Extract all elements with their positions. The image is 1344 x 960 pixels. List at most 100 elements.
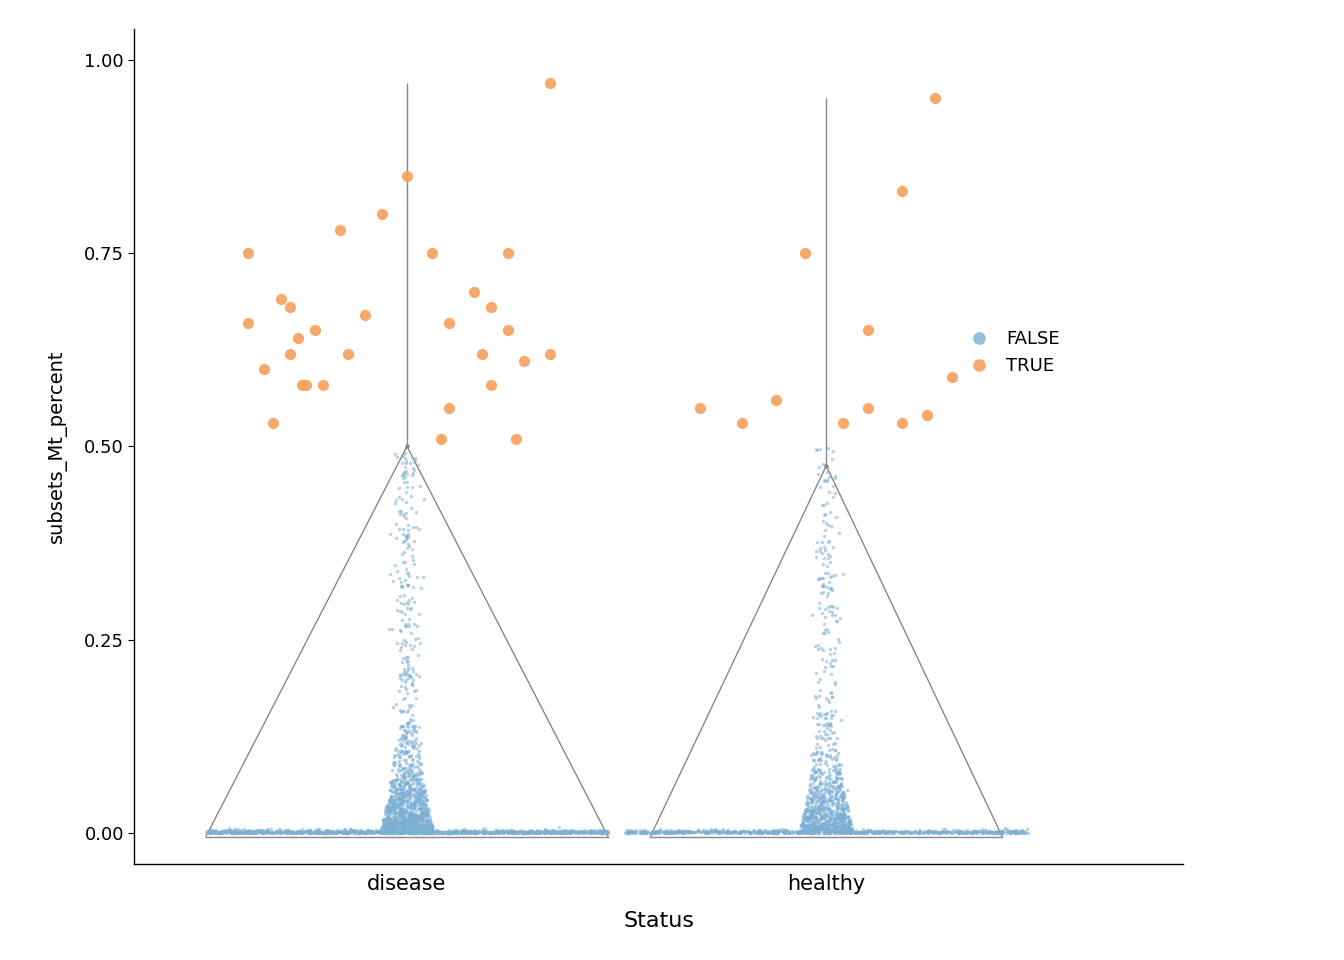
- Point: [392, 786, 414, 802]
- Point: [624, 825, 645, 840]
- Point: [383, 757, 405, 773]
- Point: [984, 825, 1005, 840]
- Point: [383, 818, 405, 833]
- Point: [808, 641, 829, 657]
- Point: [796, 809, 817, 825]
- Point: [825, 510, 847, 525]
- Point: [569, 824, 590, 839]
- Point: [239, 824, 261, 839]
- Point: [821, 807, 843, 823]
- Point: [495, 825, 516, 840]
- Point: [831, 793, 852, 808]
- Point: [1004, 824, 1025, 839]
- Point: [1001, 824, 1023, 839]
- Point: [396, 594, 418, 610]
- Point: [401, 625, 422, 640]
- Point: [948, 824, 969, 839]
- Point: [399, 782, 421, 798]
- Point: [398, 808, 419, 824]
- Point: [814, 755, 836, 770]
- Point: [504, 824, 526, 839]
- Point: [401, 825, 422, 840]
- Point: [391, 823, 413, 838]
- Point: [836, 822, 857, 837]
- Point: [415, 792, 437, 807]
- Point: [789, 825, 810, 840]
- Point: [220, 824, 242, 839]
- Point: [392, 793, 414, 808]
- Point: [222, 825, 243, 840]
- Point: [206, 822, 227, 837]
- Point: [808, 818, 829, 833]
- Point: [410, 778, 431, 793]
- Point: [398, 825, 419, 840]
- Point: [228, 826, 250, 841]
- Point: [820, 788, 841, 804]
- Point: [809, 776, 831, 791]
- Point: [774, 825, 796, 840]
- Point: [816, 824, 837, 839]
- Point: [855, 825, 876, 840]
- Point: [792, 823, 813, 838]
- Point: [395, 756, 417, 771]
- Point: [801, 823, 823, 838]
- Point: [813, 529, 835, 544]
- Point: [395, 804, 417, 820]
- Point: [804, 822, 825, 837]
- Point: [622, 825, 644, 840]
- Point: [511, 825, 532, 840]
- Point: [656, 822, 677, 837]
- Point: [665, 825, 687, 840]
- Point: [806, 815, 828, 830]
- Point: [491, 825, 512, 840]
- Point: [730, 825, 751, 840]
- Point: [398, 597, 419, 612]
- Point: [394, 459, 415, 474]
- Point: [492, 825, 513, 840]
- Point: [966, 826, 988, 841]
- Point: [771, 825, 793, 840]
- Point: [409, 799, 430, 814]
- Point: [362, 824, 383, 839]
- Point: [387, 799, 409, 814]
- Point: [808, 818, 829, 833]
- Point: [818, 574, 840, 589]
- Point: [418, 825, 439, 840]
- Point: [827, 824, 848, 839]
- Point: [403, 771, 425, 786]
- Point: [398, 819, 419, 834]
- Point: [825, 806, 847, 822]
- Point: [806, 745, 828, 760]
- Point: [411, 825, 433, 840]
- Point: [687, 824, 708, 839]
- Point: [805, 764, 827, 780]
- Point: [472, 824, 493, 839]
- Point: [985, 825, 1007, 840]
- Point: [396, 704, 418, 719]
- Point: [238, 824, 259, 839]
- Point: [336, 825, 358, 840]
- Point: [515, 824, 536, 839]
- Point: [411, 799, 433, 814]
- Point: [775, 824, 797, 839]
- Point: [388, 825, 410, 840]
- Point: [395, 787, 417, 803]
- Point: [793, 824, 814, 839]
- Point: [824, 780, 845, 796]
- Point: [484, 825, 505, 840]
- Point: [792, 817, 813, 832]
- Point: [259, 825, 281, 840]
- Point: [222, 825, 243, 840]
- Point: [927, 826, 949, 841]
- Point: [257, 824, 278, 839]
- Point: [414, 825, 435, 840]
- Point: [333, 824, 355, 839]
- Point: [816, 580, 837, 595]
- Point: [581, 825, 602, 840]
- Point: [396, 655, 418, 670]
- Point: [1004, 826, 1025, 841]
- Point: [818, 774, 840, 789]
- Point: [839, 816, 860, 831]
- Point: [353, 825, 375, 840]
- Point: [763, 825, 785, 840]
